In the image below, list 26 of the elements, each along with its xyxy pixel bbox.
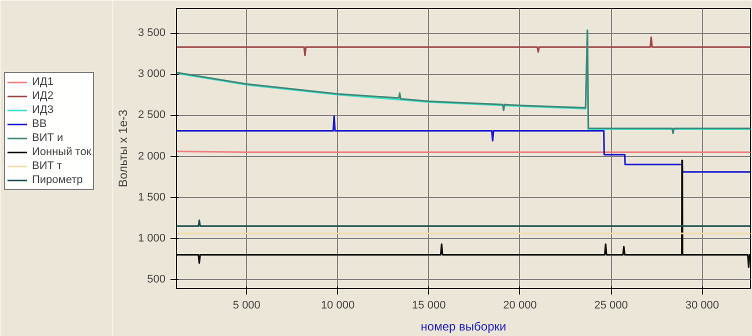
x-tick-label: 15 000: [412, 300, 446, 312]
x-tick-label: 20 000: [503, 300, 537, 312]
y-axis-title: Вольты x 1e-3: [116, 109, 130, 188]
x-tick-label: 5 000: [232, 300, 260, 312]
y-tick-label: 500: [147, 273, 166, 286]
x-tick-label: 25 000: [594, 300, 628, 312]
line-series: [176, 115, 750, 173]
line-series: [176, 36, 750, 56]
legend-label: Пирометр: [32, 173, 83, 187]
y-tick-label: 3 500: [138, 27, 166, 40]
x-axis-title: номер выборки: [420, 320, 506, 334]
legend-label: Ионный ток: [32, 145, 92, 159]
line-series: [176, 160, 750, 268]
legend-label: ИД1: [32, 75, 54, 89]
legend-label: ИД2: [32, 89, 54, 103]
legend-label: ВИТ т: [32, 159, 62, 173]
y-tick-label: 2 500: [138, 109, 166, 122]
y-tick-label: 1 000: [138, 232, 166, 244]
y-tick-label: 1 500: [138, 191, 166, 204]
legend-label: ВВ: [32, 117, 48, 131]
x-tick-label: 10 000: [320, 300, 355, 312]
y-tick-label: 2 000: [138, 150, 166, 162]
legend-label: ВИТ и: [32, 131, 64, 145]
x-tick-label: 30 000: [685, 300, 720, 312]
y-tick-label: 3 000: [138, 68, 166, 80]
legend-label: ИД3: [32, 103, 54, 117]
